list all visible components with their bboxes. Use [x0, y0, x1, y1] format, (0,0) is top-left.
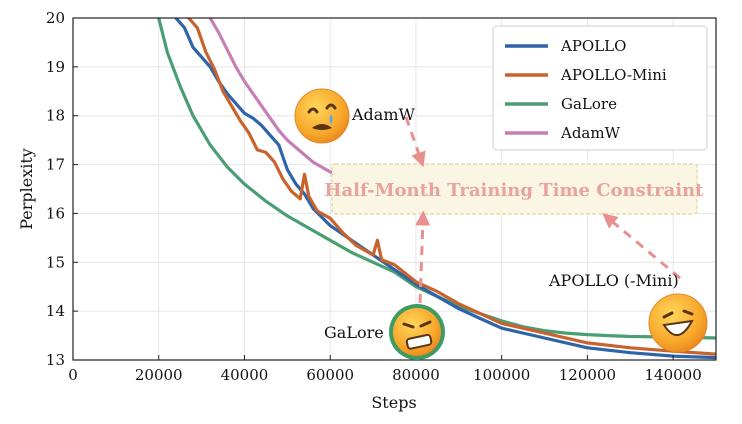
x-tick-label: 140000: [645, 366, 702, 384]
y-tick-label: 14: [46, 302, 65, 320]
y-tick-label: 15: [46, 253, 65, 271]
x-ticks: 0 20000 40000 60000 80000 100000 120000 140000: [68, 355, 702, 384]
y-tick-label: 17: [46, 156, 65, 174]
y-tick-label: 20: [46, 9, 65, 27]
banner-text: Half-Month Training Time Constraint: [325, 180, 705, 201]
legend-label-adamw: AdamW: [560, 124, 621, 142]
galore-annotation-label: GaLore: [324, 323, 384, 342]
series-line-galore: [157, 18, 716, 340]
plot-frame: [72, 17, 717, 361]
adamw-arrow: [404, 116, 426, 168]
legend-label-apollo-mini: APOLLO-Mini: [560, 66, 667, 84]
y-ticks: 13 14 15 16 17 18 19 20: [46, 9, 78, 369]
x-tick-label: 80000: [392, 366, 440, 384]
apollo-arrow: [602, 213, 681, 280]
apollo-annotation-label: APOLLO (-Mini): [548, 271, 679, 290]
x-axis-title: Steps: [371, 393, 416, 412]
x-tick-label: 0: [68, 366, 78, 384]
legend-label-apollo: APOLLO: [560, 37, 626, 55]
legend-label-galore: GaLore: [561, 95, 617, 113]
series-line-adamw: [208, 18, 337, 176]
legend: APOLLO APOLLO-Mini GaLore AdamW: [492, 25, 708, 151]
x-tick-label: 20000: [135, 366, 183, 384]
series-line-apollo-mini: [187, 18, 716, 356]
y-tick-label: 18: [46, 107, 65, 125]
galore-arrow: [415, 210, 431, 304]
x-tick-label: 60000: [306, 366, 354, 384]
time-constraint-banner: Half-Month Training Time Constraint: [325, 163, 705, 215]
apollo-laughing-face-icon: [648, 293, 708, 353]
y-axis-title: Perplexity: [17, 148, 36, 230]
y-tick-label: 19: [46, 58, 65, 76]
galore-grimace-face-icon: [389, 304, 445, 360]
adamw-annotation-label: AdamW: [351, 105, 416, 124]
y-tick-label: 13: [46, 351, 65, 369]
series-group: [157, 18, 716, 360]
x-tick-label: 120000: [559, 366, 616, 384]
annotation-arrows: [404, 116, 681, 304]
x-tick-label: 40000: [221, 366, 269, 384]
x-tick-label: 100000: [473, 366, 530, 384]
adamw-crying-face-icon: [294, 88, 350, 144]
y-tick-label: 16: [46, 204, 65, 222]
